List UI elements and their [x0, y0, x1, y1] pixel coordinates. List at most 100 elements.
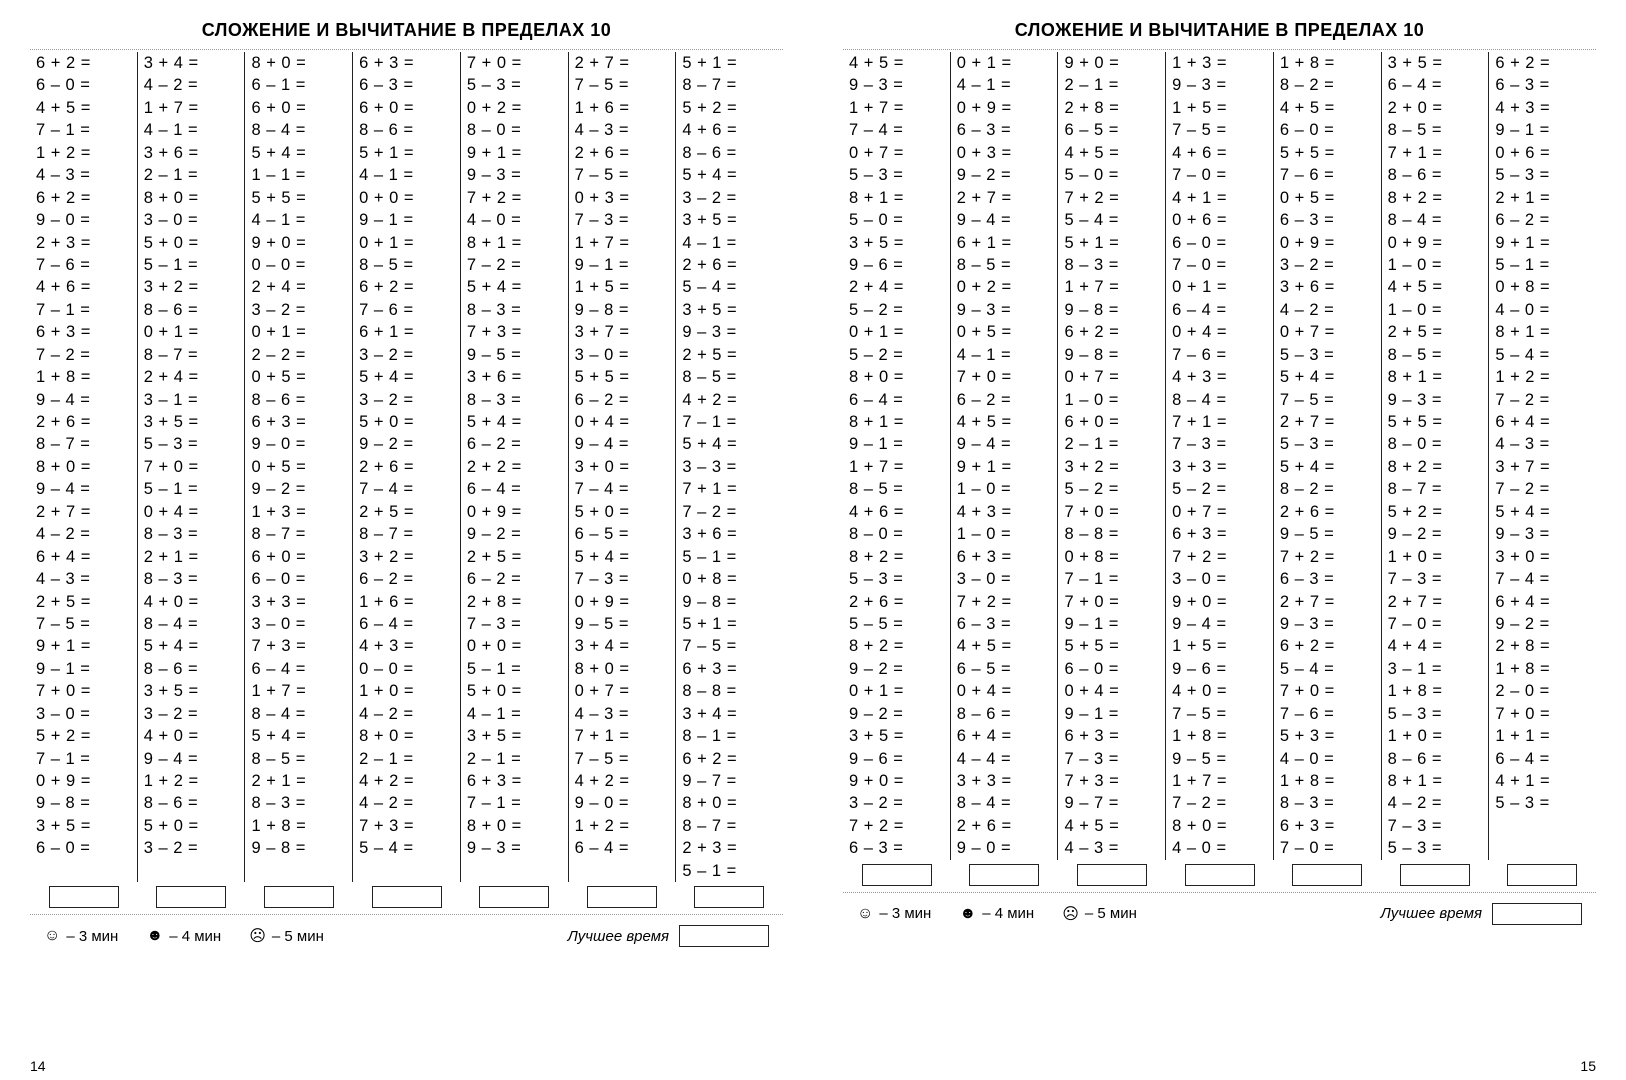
problem-cell: 4 – 1 = [251, 209, 346, 231]
score-box[interactable] [1185, 864, 1255, 886]
score-box[interactable] [862, 864, 932, 886]
problem-cell: 4 + 3 = [1172, 366, 1267, 388]
problem-cell: 3 + 5 = [849, 232, 944, 254]
problem-cell: 6 – 0 = [1280, 119, 1375, 141]
problem-cell: 1 – 0 = [1388, 299, 1483, 321]
score-box[interactable] [479, 886, 549, 908]
problem-cell: 6 – 5 = [575, 523, 670, 545]
page-number-left: 14 [30, 1058, 46, 1074]
problem-cell: 3 – 0 = [575, 344, 670, 366]
page-left: СЛОЖЕНИЕ И ВЫЧИТАНИЕ В ПРЕДЕЛАХ 10 6 + 2… [0, 0, 813, 1080]
problem-cell: 5 + 0 = [467, 680, 562, 702]
problem-cell: 3 + 5 = [682, 299, 777, 321]
problem-cell: 2 + 4 = [251, 276, 346, 298]
problem-cell: 7 – 1 = [467, 792, 562, 814]
problem-cell: 3 – 0 = [251, 613, 346, 635]
score-box[interactable] [156, 886, 226, 908]
problem-cell: 5 + 0 = [144, 232, 239, 254]
problem-cell: 9 – 1 = [849, 433, 944, 455]
score-box[interactable] [49, 886, 119, 908]
problem-cell: 3 + 2 = [359, 546, 454, 568]
problem-cell: 5 + 1 = [359, 142, 454, 164]
problem-cell: 3 + 7 = [575, 321, 670, 343]
problem-column: 6 + 3 =6 – 3 =6 + 0 =8 – 6 =5 + 1 =4 – 1… [352, 52, 460, 882]
score-box-wrap [353, 882, 461, 912]
problem-cell: 8 + 1 = [1495, 321, 1590, 343]
problem-cell: 0 + 9 = [957, 97, 1052, 119]
score-box[interactable] [1400, 864, 1470, 886]
problem-cell: 5 + 5 = [575, 366, 670, 388]
problem-cell: 9 + 1 = [36, 635, 131, 657]
problem-cell: 6 + 0 = [1064, 411, 1159, 433]
score-box[interactable] [587, 886, 657, 908]
problem-cell: 5 – 1 = [144, 478, 239, 500]
problem-column: 3 + 5 =6 – 4 =2 + 0 =8 – 5 =7 + 1 =8 – 6… [1381, 52, 1489, 860]
problem-cell: 5 + 1 = [682, 613, 777, 635]
problem-cell: 6 – 4 = [849, 389, 944, 411]
problem-cell: 9 – 1 = [1495, 119, 1590, 141]
problem-cell: 6 – 3 = [1280, 568, 1375, 590]
problem-cell: 2 + 6 = [575, 142, 670, 164]
problem-cell: 2 – 2 = [251, 344, 346, 366]
score-box-wrap [1166, 860, 1274, 890]
problem-cell: 4 + 0 = [144, 591, 239, 613]
score-box[interactable] [969, 864, 1039, 886]
problem-cell: 2 – 1 = [1064, 433, 1159, 455]
problem-cell: 8 – 6 = [144, 658, 239, 680]
problem-cell: 5 – 1 = [682, 546, 777, 568]
problem-cell: 6 – 4 = [1172, 299, 1267, 321]
problem-cell: 9 – 2 = [957, 164, 1052, 186]
problem-cell: 0 + 7 = [575, 680, 670, 702]
problem-cell: 6 – 4 = [575, 837, 670, 859]
problem-cell: 5 – 0 = [1064, 164, 1159, 186]
problem-cell: 3 + 4 = [575, 635, 670, 657]
problem-cell: 9 – 2 = [251, 478, 346, 500]
problem-cell: 8 – 4 = [957, 792, 1052, 814]
problem-cell: 4 + 5 = [1280, 97, 1375, 119]
problem-cell: 6 – 3 = [957, 613, 1052, 635]
problem-cell: 7 – 2 = [467, 254, 562, 276]
problem-cell: 4 + 0 = [1172, 680, 1267, 702]
problem-cell: 7 – 3 = [1388, 568, 1483, 590]
score-box[interactable] [372, 886, 442, 908]
problem-cell: 2 + 3 = [682, 837, 777, 859]
problem-cell: 9 – 1 = [359, 209, 454, 231]
problem-cell: 8 – 3 = [144, 523, 239, 545]
problem-cell: 4 + 6 = [682, 119, 777, 141]
problem-cell: 2 + 7 = [1280, 591, 1375, 613]
problem-cell: 7 – 5 = [1172, 703, 1267, 725]
problem-cell: 8 + 1 = [1388, 770, 1483, 792]
problem-cell: 8 – 0 = [467, 119, 562, 141]
problem-cell: 7 – 4 = [575, 478, 670, 500]
score-box[interactable] [1292, 864, 1362, 886]
problem-cell: 0 + 1 = [144, 321, 239, 343]
score-box[interactable] [264, 886, 334, 908]
problem-cell: 5 + 4 = [682, 433, 777, 455]
score-box-wrap [675, 882, 783, 912]
problem-column: 1 + 8 =8 – 2 =4 + 5 =6 – 0 =5 + 5 =7 – 6… [1273, 52, 1381, 860]
problem-cell: 7 – 5 = [575, 164, 670, 186]
problem-cell: 7 – 2 = [36, 344, 131, 366]
problem-cell: 7 + 1 = [1388, 142, 1483, 164]
best-time-box[interactable] [679, 925, 769, 947]
problem-cell: 0 + 2 = [957, 276, 1052, 298]
problem-column: 6 + 2 =6 – 0 =4 + 5 =7 – 1 =1 + 2 =4 – 3… [30, 52, 137, 882]
problem-cell: 5 – 5 = [849, 613, 944, 635]
problem-cell: 6 – 2 = [575, 389, 670, 411]
problem-cell: 4 – 2 = [359, 703, 454, 725]
problem-cell: 0 + 4 = [1064, 680, 1159, 702]
score-box[interactable] [1077, 864, 1147, 886]
problem-cell: 2 + 4 = [144, 366, 239, 388]
problem-cell: 0 + 6 = [1495, 142, 1590, 164]
problem-cell: 9 + 1 = [1495, 232, 1590, 254]
footer-right: ☺– 3 мин ☻– 4 мин ☹– 5 мин Лучшее время [843, 903, 1596, 925]
score-box[interactable] [1507, 864, 1577, 886]
best-time-box[interactable] [1492, 903, 1582, 925]
problem-cell: 1 + 5 = [575, 276, 670, 298]
problem-cell: 6 + 0 = [251, 546, 346, 568]
problem-cell: 7 + 0 = [1064, 591, 1159, 613]
score-box[interactable] [694, 886, 764, 908]
problem-cell: 9 – 3 = [467, 164, 562, 186]
score-box-wrap [1273, 860, 1381, 890]
problem-cell: 9 – 0 = [36, 209, 131, 231]
